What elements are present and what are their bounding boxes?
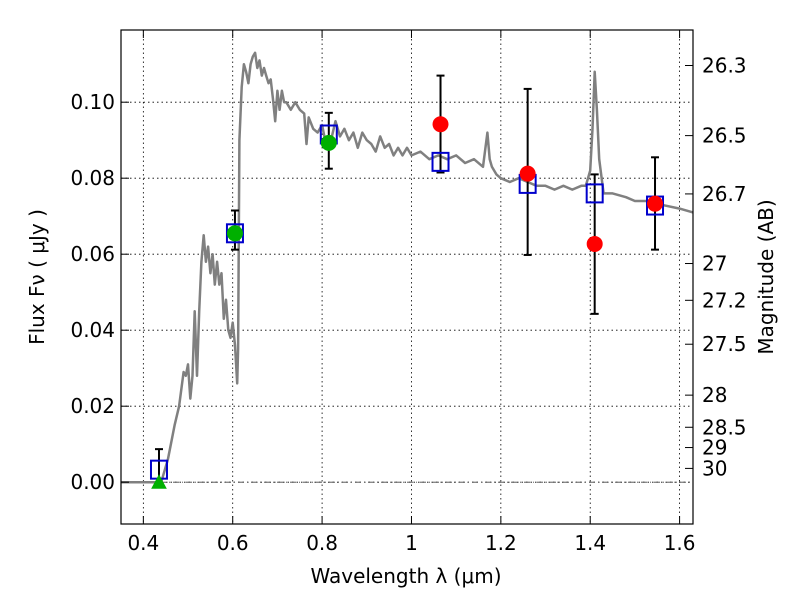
- x-axis-title: Wavelength λ (μm): [310, 564, 501, 588]
- observed-points-layer: [151, 116, 664, 489]
- x-tick-label: 0.8: [306, 531, 338, 555]
- y-tick-label: 0.08: [70, 166, 115, 190]
- y2-axis-title: Magnitude (AB): [754, 199, 778, 354]
- model-spectrum-layer: [121, 51, 694, 484]
- observed-point: [586, 235, 603, 252]
- observed-point: [519, 165, 536, 182]
- y-tick-label: 0.02: [70, 394, 115, 418]
- y-tick-labels: 0.00 0.02 0.04 0.06 0.08 0.10: [70, 90, 115, 494]
- plot-frame: [120, 29, 694, 525]
- magnitude-tick-label: 27.2: [702, 288, 747, 312]
- model-spectrum-line: [121, 51, 694, 484]
- x-tick-labels: 0.4 0.6 0.8 1 1.2 1.4 1.6: [127, 531, 695, 555]
- magnitude-tick-label: 28: [702, 383, 727, 407]
- x-tick-label: 0.4: [127, 531, 159, 555]
- model-photometry-square: [431, 151, 450, 172]
- magnitude-tick-label: 26.7: [702, 182, 747, 206]
- magnitude-tick-label: 27.5: [702, 332, 747, 356]
- y-tick-label: 0.00: [70, 470, 115, 494]
- x-tick-label: 1.4: [574, 531, 606, 555]
- x-tick-label: 1.2: [485, 531, 517, 555]
- magnitude-tick-label: 26.3: [702, 54, 747, 78]
- y-tick-label: 0.06: [70, 242, 115, 266]
- x-tick-label: 1: [405, 531, 418, 555]
- model-photometry-square: [585, 183, 604, 204]
- magnitude-tick-label: 29: [702, 436, 727, 460]
- y-axis-title: Flux Fν ( μJy ): [25, 209, 49, 345]
- y-tick-label: 0.10: [70, 90, 115, 114]
- x-tick-label: 0.6: [217, 531, 249, 555]
- magnitude-tick-label: 28.5: [702, 415, 747, 439]
- observed-limit-triangle: [151, 474, 167, 489]
- magnitude-tick-label: 26.5: [702, 124, 747, 148]
- magnitude-tick-label: 27: [702, 252, 727, 276]
- observed-point: [432, 116, 449, 133]
- observed-point: [320, 134, 337, 151]
- observed-point: [226, 225, 243, 242]
- ticks: [121, 30, 693, 524]
- magnitude-tick-label: 30: [702, 456, 727, 480]
- x-tick-label: 1.6: [664, 531, 696, 555]
- observed-point: [647, 195, 664, 212]
- y-tick-label: 0.04: [70, 318, 115, 342]
